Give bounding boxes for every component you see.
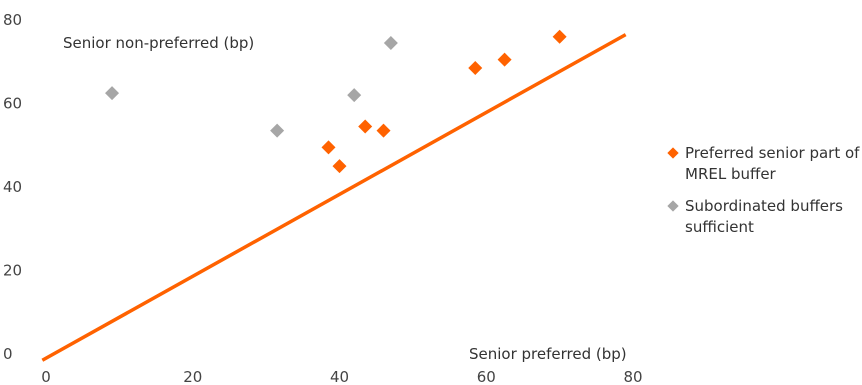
- y-tick-label: 0: [3, 345, 13, 363]
- legend: Preferred senior part of MREL buffer Sub…: [667, 143, 862, 249]
- subordinated-point: [270, 123, 285, 138]
- preferred-senior-point: [497, 52, 512, 67]
- reference-line: [41, 33, 627, 362]
- x-tick-label: 40: [330, 368, 349, 385]
- legend-item-preferred: Preferred senior part of MREL buffer: [667, 143, 862, 185]
- legend-label-subordinated: Subordinated buffers sufficient: [685, 197, 843, 236]
- legend-item-subordinated: Subordinated buffers sufficient: [667, 196, 862, 238]
- preferred-senior-point: [358, 119, 373, 134]
- y-tick-label: 60: [3, 95, 22, 113]
- y-tick-label: 80: [3, 11, 22, 29]
- orange-diamond-icon: [667, 147, 679, 159]
- grey-diamond-icon: [667, 200, 679, 212]
- preferred-senior-point: [468, 61, 483, 76]
- x-tick-label: 20: [183, 368, 202, 385]
- preferred-senior-point: [552, 29, 567, 44]
- x-tick-label: 0: [41, 368, 51, 385]
- preferred-senior-point: [321, 140, 336, 155]
- subordinated-point: [105, 86, 120, 101]
- x-tick-label: 60: [477, 368, 496, 385]
- subordinated-point: [383, 35, 398, 50]
- y-tick-label: 40: [3, 178, 22, 196]
- x-tick-label: 80: [623, 368, 642, 385]
- preferred-senior-point: [376, 123, 391, 138]
- x-axis-label: Senior preferred (bp): [469, 345, 627, 363]
- y-tick-label: 20: [3, 262, 22, 280]
- subordinated-point: [347, 88, 362, 103]
- y-axis-label: Senior non-preferred (bp): [63, 34, 254, 52]
- preferred-senior-point: [332, 159, 347, 174]
- legend-label-preferred: Preferred senior part of MREL buffer: [685, 144, 860, 183]
